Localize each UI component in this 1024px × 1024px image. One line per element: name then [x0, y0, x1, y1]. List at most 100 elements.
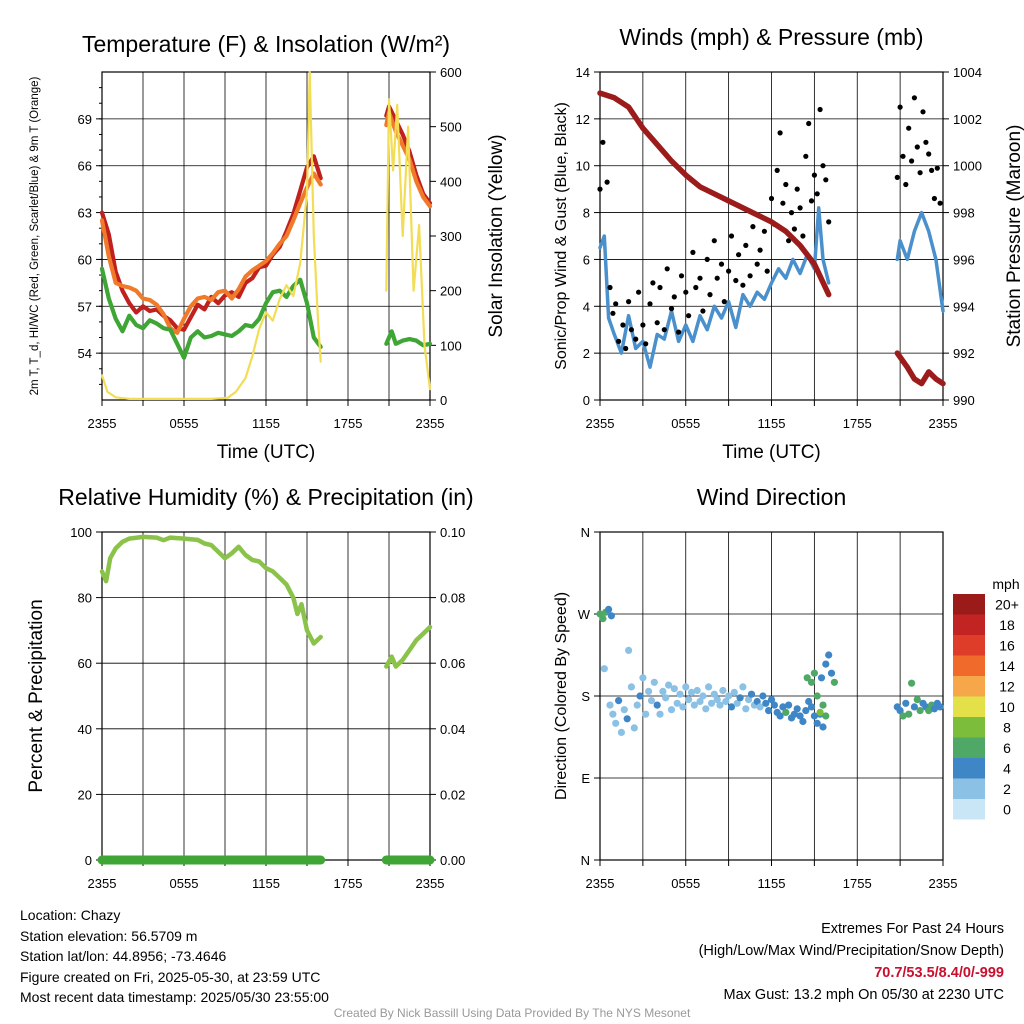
direction-point	[805, 697, 813, 706]
direction-point	[739, 683, 747, 691]
series-line	[100, 70, 322, 400]
gust-point	[676, 329, 682, 335]
legend-label: 10	[999, 699, 1015, 715]
y-right-tick-label: 0.04	[440, 722, 465, 737]
chart-title: Winds (mph) & Pressure (mb)	[619, 24, 923, 50]
y-tick-label: 66	[78, 159, 92, 174]
direction-point	[902, 699, 910, 707]
legend-label: 2	[1003, 781, 1011, 797]
gust-point	[934, 165, 940, 171]
direction-point	[793, 705, 801, 713]
gust-point	[768, 195, 775, 202]
gust-point	[607, 284, 613, 291]
x-tick-label: 2355	[416, 416, 445, 431]
gust-point	[623, 345, 629, 352]
y-tick-label: S	[581, 689, 590, 704]
direction-point	[710, 690, 718, 698]
gust-point	[743, 242, 749, 248]
direction-point	[905, 710, 913, 718]
gust-point	[668, 306, 675, 312]
gust-point	[613, 301, 619, 307]
y-tick-label: 40	[78, 722, 92, 737]
x-tick-label: 2355	[586, 876, 615, 891]
gust-point	[721, 299, 727, 305]
direction-point	[687, 688, 696, 697]
y-right-tick-label: 0.00	[440, 853, 465, 868]
y-right-tick-label: 0.10	[440, 525, 465, 540]
gust-point	[783, 181, 789, 188]
direction-point	[770, 701, 779, 709]
x-tick-label: 1755	[843, 416, 872, 431]
gust-point	[914, 144, 920, 150]
y-right-tick-label: 0.08	[440, 591, 465, 606]
legend-swatch	[953, 758, 985, 779]
direction-point	[679, 703, 687, 711]
x-tick-label: 1755	[843, 876, 872, 891]
legend-swatch	[953, 676, 985, 697]
direction-point	[819, 723, 827, 731]
gust-point	[780, 200, 786, 206]
x-tick-label: 2355	[88, 416, 117, 431]
y-right-tick-label: 1004	[953, 65, 982, 80]
direction-point	[810, 712, 819, 720]
gust-point	[683, 289, 689, 295]
direction-point	[682, 683, 690, 691]
y-tick-label: 0	[85, 853, 92, 868]
gust-point	[823, 177, 829, 183]
direction-point	[830, 678, 839, 686]
gust-point	[909, 158, 915, 164]
y-right-tick-label: 0.06	[440, 656, 465, 671]
direction-point	[665, 681, 673, 689]
gust-point	[764, 268, 770, 274]
direction-point	[785, 701, 793, 709]
y-tick-label: 57	[78, 299, 92, 314]
direction-point	[817, 674, 826, 682]
direction-point	[633, 701, 641, 709]
y-tick-label: 60	[78, 252, 92, 267]
gust-point	[820, 163, 826, 169]
y-tick-label: 100	[70, 525, 92, 540]
gust-point	[728, 233, 735, 239]
y-tick-label: 0	[583, 393, 590, 408]
legend-label: 14	[999, 658, 1015, 674]
direction-point	[753, 697, 761, 706]
direction-point	[699, 692, 707, 700]
y-tick-label: 60	[78, 656, 92, 671]
gust-point	[647, 301, 653, 307]
direction-point	[639, 674, 647, 682]
direction-point	[803, 674, 811, 682]
gust-point	[937, 200, 943, 206]
direction-point	[742, 705, 750, 713]
direction-point	[908, 679, 916, 687]
station-location: Location: Chazy	[20, 907, 121, 923]
gust-point	[704, 256, 710, 262]
y-axis-label: 2m T, T_d, HI/WC (Red, Green, Scarlet/Bl…	[29, 76, 41, 395]
y-tick-label: 20	[78, 787, 92, 802]
gust-point	[664, 266, 670, 272]
direction-point	[606, 701, 614, 709]
gust-point	[693, 284, 699, 291]
x-tick-label: 2355	[929, 876, 958, 891]
direction-point	[605, 605, 613, 614]
gust-point	[791, 226, 798, 232]
gust-point	[808, 198, 815, 204]
x-axis-label: Time (UTC)	[722, 442, 821, 463]
gust-point	[803, 153, 809, 159]
series-line	[99, 171, 323, 335]
gust-point	[718, 261, 725, 267]
direction-point	[609, 710, 617, 718]
gust-point	[736, 252, 742, 258]
direction-point	[685, 696, 693, 704]
legend-label: 6	[1003, 740, 1011, 756]
direction-point	[705, 683, 713, 691]
series-line	[597, 90, 832, 298]
most-recent-timestamp: Most recent data timestamp: 2025/05/30 2…	[20, 989, 329, 1005]
direction-point	[702, 705, 710, 713]
gust-point	[929, 167, 935, 173]
direction-point	[756, 703, 764, 711]
x-tick-label: 0555	[170, 416, 199, 431]
gust-point	[817, 106, 823, 113]
gust-point	[657, 284, 663, 291]
direction-point	[822, 712, 830, 720]
direction-point	[799, 717, 807, 726]
